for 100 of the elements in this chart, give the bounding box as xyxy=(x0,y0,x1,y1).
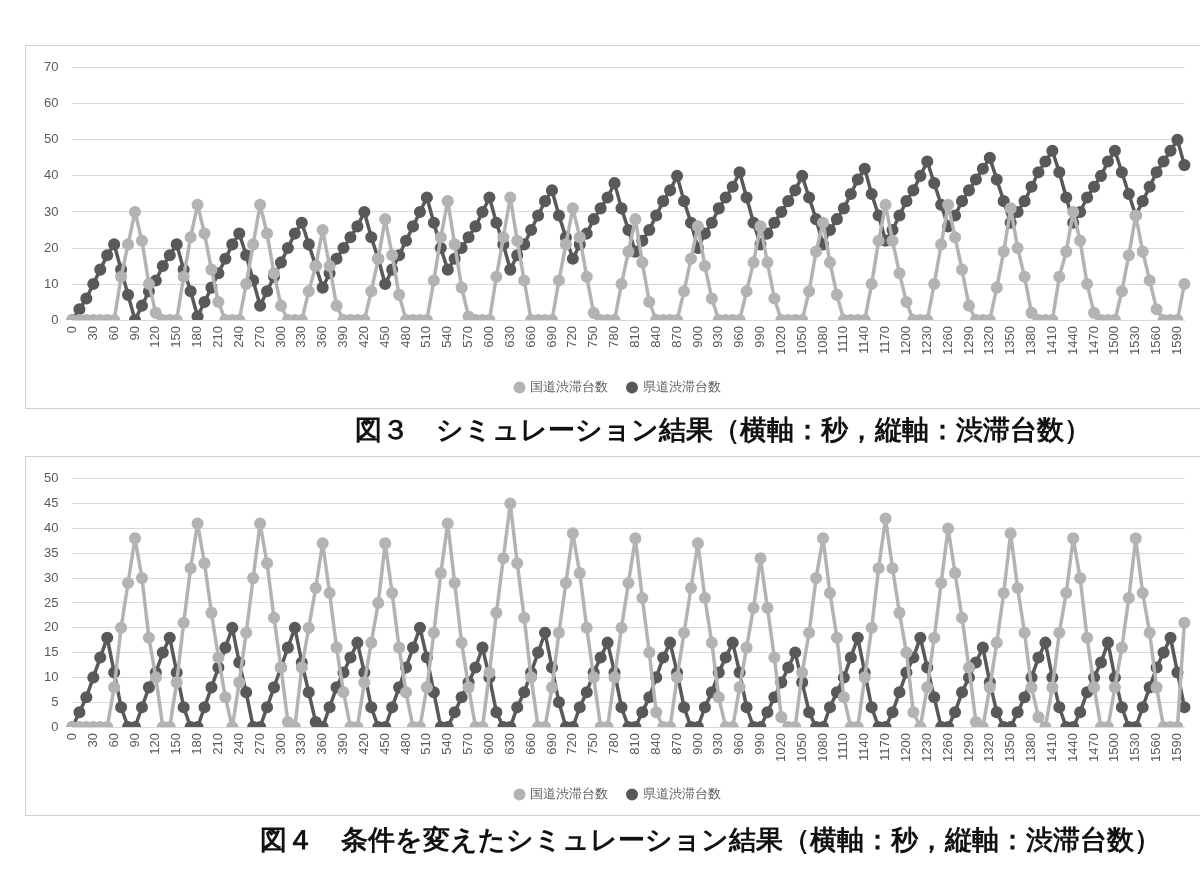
y-tick-label: 10 xyxy=(43,275,59,291)
legend-label: 国道渋滞台数 xyxy=(530,785,608,801)
x-tick-label: 540 xyxy=(439,326,455,348)
x-tick-label: 1500 xyxy=(1106,326,1122,355)
x-tick-label: 1230 xyxy=(918,733,934,762)
x-tick-label: 810 xyxy=(626,326,642,348)
y-tick-label: 30 xyxy=(43,569,59,585)
x-tick-label: 1440 xyxy=(1064,326,1080,355)
x-tick-label: 480 xyxy=(397,733,413,755)
x-tick-label: 570 xyxy=(460,326,476,348)
y-tick-label: 10 xyxy=(43,669,59,684)
x-tick-label: 990 xyxy=(752,326,768,348)
y-tick-label: 35 xyxy=(43,544,59,560)
x-tick-label: 390 xyxy=(335,326,351,348)
x-tick-label: 210 xyxy=(209,326,225,348)
x-tick-label: 1200 xyxy=(897,326,913,355)
x-tick-label: 780 xyxy=(606,326,622,348)
x-tick-label: 0 xyxy=(64,733,80,741)
x-tick-label: 1020 xyxy=(772,733,788,762)
y-tick-label: 20 xyxy=(43,619,59,635)
x-tick-label: 1080 xyxy=(814,733,830,762)
x-tick-label: 930 xyxy=(710,326,726,348)
x-tick-label: 420 xyxy=(355,733,371,755)
x-tick-label: 780 xyxy=(606,733,622,755)
x-tick-label: 150 xyxy=(168,326,184,348)
legend-label: 県道渋滞台数 xyxy=(642,378,721,394)
x-tick-label: 690 xyxy=(543,326,559,348)
x-tick-label: 1020 xyxy=(772,326,788,355)
x-tick-label: 1380 xyxy=(1023,733,1039,762)
x-tick-label: 240 xyxy=(230,326,246,348)
x-tick-label: 300 xyxy=(272,733,288,755)
x-tick-label: 180 xyxy=(189,733,205,755)
y-tick-label: 0 xyxy=(51,311,59,327)
y-tick-label: 40 xyxy=(43,167,59,183)
x-tick-label: 690 xyxy=(543,733,559,755)
x-tick-label: 450 xyxy=(376,326,392,348)
legend-label: 国道渋滞台数 xyxy=(530,378,608,394)
x-tick-label: 660 xyxy=(522,733,538,755)
x-tick-label: 1350 xyxy=(1002,733,1018,762)
x-tick-label: 1440 xyxy=(1064,733,1080,762)
x-tick-label: 630 xyxy=(501,326,517,348)
x-tick-label: 330 xyxy=(293,326,309,348)
x-tick-label: 1050 xyxy=(793,733,809,762)
x-tick-label: 300 xyxy=(272,326,288,348)
x-tick-label: 360 xyxy=(314,733,330,755)
y-tick-label: 45 xyxy=(43,495,59,511)
x-tick-label: 510 xyxy=(418,733,434,755)
text: 図４ 条件を変えたシミュレーション結果（横軸：秒，縦軸：渋滞台数） xyxy=(260,823,1161,857)
text: 図３ シミュレーション結果（横軸：秒，縦軸：渋滞台数） xyxy=(355,413,1091,447)
x-tick-label: 90 xyxy=(126,326,142,341)
x-tick-label: 1350 xyxy=(1002,326,1018,355)
x-tick-label: 360 xyxy=(314,326,330,348)
x-tick-label: 1290 xyxy=(960,733,976,762)
x-tick-label: 1560 xyxy=(1148,733,1164,762)
x-tick-label: 1590 xyxy=(1169,326,1185,355)
x-tick-label: 900 xyxy=(689,733,705,755)
x-tick-label: 1050 xyxy=(793,326,809,355)
x-tick-label: 270 xyxy=(251,733,267,755)
x-tick-label: 720 xyxy=(564,326,580,348)
x-tick-label: 1380 xyxy=(1023,326,1039,355)
x-tick-label: 720 xyxy=(564,733,580,755)
x-tick-label: 600 xyxy=(481,733,497,755)
x-tick-label: 120 xyxy=(147,326,163,348)
x-tick-label: 1470 xyxy=(1085,326,1101,355)
y-tick-label: 50 xyxy=(43,470,59,486)
y-tick-label: 5 xyxy=(51,693,59,709)
x-tick-label: 30 xyxy=(84,326,100,341)
y-tick-label: 15 xyxy=(43,644,59,660)
x-tick-label: 1170 xyxy=(877,733,893,762)
x-tick-label: 120 xyxy=(147,733,163,755)
x-tick-label: 150 xyxy=(168,733,184,755)
x-tick-label: 1140 xyxy=(856,733,872,762)
x-tick-label: 870 xyxy=(668,326,684,348)
x-tick-label: 1320 xyxy=(981,326,997,355)
x-tick-label: 630 xyxy=(501,733,517,755)
x-tick-label: 1170 xyxy=(877,326,893,355)
x-tick-label: 900 xyxy=(689,326,705,348)
x-tick-label: 1410 xyxy=(1043,733,1059,762)
x-tick-label: 1320 xyxy=(981,733,997,762)
x-tick-label: 1500 xyxy=(1106,733,1122,762)
x-tick-label: 390 xyxy=(335,733,351,755)
y-tick-label: 60 xyxy=(43,95,59,111)
x-tick-label: 840 xyxy=(647,733,663,755)
x-tick-label: 1590 xyxy=(1169,733,1185,762)
x-tick-label: 480 xyxy=(397,326,413,348)
x-tick-label: 180 xyxy=(189,326,205,348)
x-tick-label: 1110 xyxy=(835,733,851,761)
x-tick-label: 1140 xyxy=(856,326,872,355)
x-tick-label: 1260 xyxy=(939,326,955,355)
y-tick-label: 0 xyxy=(51,718,59,734)
x-tick-label: 330 xyxy=(293,733,309,755)
x-tick-label: 1110 xyxy=(835,326,851,354)
x-tick-label: 210 xyxy=(209,733,225,755)
x-tick-label: 420 xyxy=(355,326,371,348)
x-tick-label: 960 xyxy=(731,733,747,755)
x-tick-label: 30 xyxy=(84,733,100,748)
y-tick-label: 20 xyxy=(43,239,59,255)
x-tick-label: 870 xyxy=(668,733,684,755)
x-tick-label: 1530 xyxy=(1127,733,1143,762)
x-tick-label: 960 xyxy=(731,326,747,348)
